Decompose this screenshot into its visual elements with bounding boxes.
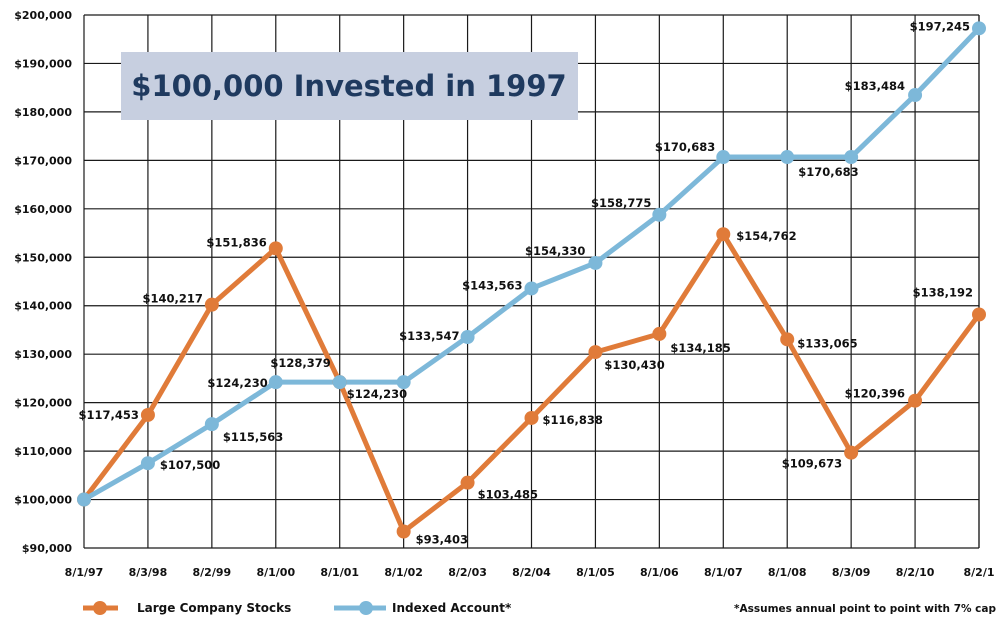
data-label-s0-13: $120,396 [845,387,905,401]
x-tick-label: 8/1/07 [704,566,743,579]
y-tick-label: $90,000 [22,542,72,555]
data-point-s1-7 [524,281,539,296]
data-point-s1-4 [332,375,347,390]
x-tick-label: 8/1/97 [65,566,104,579]
data-label-s0-8: $130,430 [604,358,664,372]
y-tick-label: $120,000 [14,397,72,410]
data-label-s1-6: $133,547 [399,329,459,343]
data-point-s1-0 [77,492,91,507]
y-tick-label: $200,000 [14,9,72,22]
y-tick-label: $130,000 [14,348,72,361]
data-point-s0-11 [780,332,795,347]
title-box: $100,000 Invested in 1997 [121,52,578,120]
data-label-s1-2: $115,563 [223,430,283,444]
data-labels: $117,453 $140,217 $151,836 $124,230 $93,403 $… [79,19,973,546]
data-point-s1-8 [588,255,603,270]
x-tick-label: 8/1/00 [256,566,295,579]
data-point-s0-1 [140,407,155,422]
x-tick-label: 8/1/01 [320,566,359,579]
data-point-s1-14 [972,21,986,36]
data-label-s1-7: $143,563 [462,278,522,292]
x-tick-label: 8/1/05 [576,566,615,579]
legend-label-indexed: Indexed Account* [392,601,512,615]
data-point-s0-13 [908,393,923,408]
data-label-s1-10: $170,683 [655,140,715,154]
data-label-s0-12: $109,673 [782,457,842,471]
data-label-s0-11: $133,065 [797,336,857,350]
data-label-s0-2: $140,217 [142,292,202,306]
data-point-s1-10 [716,150,731,165]
data-label-s1-1: $107,500 [160,458,220,472]
data-point-s0-2 [204,297,219,312]
data-point-s1-5 [396,375,411,390]
legend: Large Company Stocks Indexed Account* *A… [83,601,996,615]
data-point-s1-6 [460,329,475,344]
title-background [121,52,578,120]
data-label-s1-4: $128,379 [270,356,330,370]
data-label-s0-1: $117,453 [79,408,139,422]
x-tick-label: 8/2/99 [193,566,232,579]
data-point-s1-2 [204,417,219,432]
data-point-s0-8 [588,345,603,360]
y-tick-label: $100,000 [14,494,72,507]
legend-marker-stocks [93,601,107,615]
x-tick-label: 8/1/02 [384,566,423,579]
data-label-s1-13: $183,484 [845,79,905,93]
data-label-s0-4: $124,230 [347,387,407,401]
legend-item-large-company-stocks: Large Company Stocks [83,601,291,615]
data-label-s1-11: $170,683 [798,165,858,179]
data-point-s0-7 [524,410,539,425]
data-point-s0-14 [972,307,986,322]
x-tick-label: 8/1/06 [640,566,679,579]
data-point-s0-5 [396,524,411,539]
y-tick-label: $170,000 [14,154,72,167]
x-tick-label: 8/2/10 [896,566,935,579]
x-tick-label: 8/3/98 [129,566,168,579]
data-label-s0-6: $103,485 [478,488,538,502]
data-label-s0-9: $134,185 [670,341,730,355]
legend-label-stocks: Large Company Stocks [137,601,291,615]
data-label-s1-3: $124,230 [207,376,267,390]
data-label-s0-3: $151,836 [206,235,266,249]
data-point-s1-13 [908,88,923,103]
data-label-s0-10: $154,762 [736,229,796,243]
x-tick-label: 8/1/08 [768,566,807,579]
data-label-s1-8: $154,330 [525,244,585,258]
x-tick-label: 8/2/03 [448,566,487,579]
footnote: *Assumes annual point to point with 7% c… [734,603,996,615]
legend-marker-indexed [359,601,373,615]
data-label-s1-14: $197,245 [910,19,970,33]
x-tick-label: 8/3/09 [832,566,871,579]
y-tick-label: $110,000 [14,445,72,458]
series-layer [77,21,986,539]
data-label-s1-9: $158,775 [591,196,651,210]
y-tick-label: $190,000 [14,57,72,70]
data-point-s0-9 [652,326,667,341]
y-axis-ticks: $90,000 $100,000 $110,000 $120,000 $130,000 $… [14,9,72,555]
y-tick-label: $180,000 [14,106,72,119]
legend-item-indexed-account: Indexed Account* [334,601,512,615]
data-point-s1-11 [780,150,795,165]
data-point-s0-10 [716,227,731,242]
data-point-s0-6 [460,475,475,490]
data-point-s0-12 [844,445,859,460]
y-tick-label: $160,000 [14,203,72,216]
data-point-s0-3 [268,241,283,256]
data-label-s0-14: $138,192 [913,285,973,299]
data-label-s0-5: $93,403 [416,533,468,547]
y-tick-label: $140,000 [14,300,72,313]
data-label-s0-7: $116,838 [543,413,603,427]
data-point-s1-12 [844,150,859,165]
chart-title: $100,000 Invested in 1997 [131,69,566,103]
x-tick-label: 8/2/1 [964,566,995,579]
data-point-s1-1 [140,456,155,471]
x-axis-ticks: 8/1/97 8/3/98 8/2/99 8/1/00 8/1/01 8/1/02 8/2/… [65,566,995,579]
x-tick-label: 8/2/04 [512,566,551,579]
y-tick-label: $150,000 [14,251,72,264]
data-point-s1-3 [268,375,283,390]
data-point-s1-9 [652,207,667,222]
